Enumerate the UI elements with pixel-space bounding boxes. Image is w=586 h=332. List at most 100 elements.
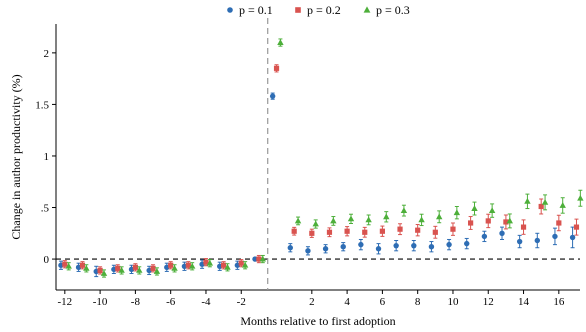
data-point bbox=[269, 93, 276, 99]
data-point bbox=[150, 265, 156, 271]
data-point bbox=[481, 233, 488, 240]
y-tick-label: 2 bbox=[44, 48, 50, 60]
y-tick-label: .5 bbox=[41, 203, 50, 215]
data-point bbox=[453, 209, 461, 216]
x-tick-label: 14 bbox=[518, 296, 530, 308]
y-tick-label: 1 bbox=[44, 151, 50, 163]
data-point bbox=[259, 255, 266, 262]
data-point bbox=[294, 217, 302, 224]
data-point bbox=[411, 242, 417, 249]
x-axis-label: Months relative to first adoption bbox=[240, 314, 395, 328]
y-tick-label: 0 bbox=[44, 254, 50, 266]
data-point bbox=[450, 226, 456, 232]
data-point bbox=[471, 205, 478, 211]
data-point bbox=[97, 267, 103, 274]
data-point bbox=[520, 224, 527, 230]
x-tick-label: 6 bbox=[380, 296, 386, 308]
data-point bbox=[322, 246, 329, 252]
data-point bbox=[241, 261, 249, 268]
data-point bbox=[326, 229, 333, 235]
data-point bbox=[153, 268, 161, 274]
data-point bbox=[273, 65, 280, 71]
data-point bbox=[115, 265, 121, 271]
data-point bbox=[573, 224, 580, 230]
data-point bbox=[499, 230, 505, 236]
series-3 bbox=[65, 38, 584, 278]
data-point bbox=[464, 240, 470, 247]
data-point bbox=[287, 245, 294, 251]
x-tick-label: -6 bbox=[166, 296, 176, 308]
reference-lines bbox=[56, 18, 580, 290]
data-point bbox=[432, 229, 438, 235]
data-point bbox=[534, 237, 541, 244]
legend: p = 0.1 p = 0.2 p = 0.3 bbox=[227, 3, 410, 17]
data-point bbox=[556, 220, 562, 226]
data-point bbox=[79, 262, 86, 268]
data-marks bbox=[58, 38, 584, 278]
data-point bbox=[65, 262, 72, 269]
x-tick-label: -2 bbox=[237, 296, 246, 308]
data-point bbox=[171, 264, 178, 271]
data-point bbox=[168, 262, 174, 268]
data-point bbox=[358, 241, 364, 248]
data-point bbox=[185, 262, 191, 268]
data-point bbox=[344, 228, 350, 234]
x-tick-label: -8 bbox=[131, 296, 141, 308]
legend-label: p = 0.3 bbox=[376, 3, 410, 17]
data-point bbox=[379, 228, 385, 234]
data-point bbox=[224, 263, 231, 270]
legend-marker bbox=[295, 7, 301, 13]
axes: 0 .5 1 1.5 2 -12 -10 -8 -6 -4 -2 2 4 6 8 10 12 14 16 bbox=[35, 24, 580, 308]
data-point bbox=[365, 216, 372, 223]
data-point bbox=[62, 261, 68, 267]
legend-label: p = 0.1 bbox=[239, 3, 273, 17]
data-point bbox=[340, 243, 346, 250]
data-point bbox=[221, 262, 227, 268]
data-point bbox=[203, 259, 209, 265]
data-point bbox=[238, 260, 244, 266]
data-point bbox=[524, 197, 531, 204]
data-point bbox=[189, 262, 196, 269]
data-point bbox=[418, 216, 425, 223]
data-point bbox=[577, 194, 584, 201]
data-point bbox=[400, 207, 408, 214]
data-point bbox=[485, 218, 491, 224]
data-point bbox=[312, 220, 319, 227]
series-2 bbox=[62, 64, 580, 275]
data-point bbox=[206, 259, 214, 266]
data-point bbox=[375, 246, 382, 252]
data-point bbox=[277, 39, 284, 45]
data-point bbox=[559, 202, 566, 208]
series-1 bbox=[58, 92, 576, 278]
y-axis-label: Change in author productivity (%) bbox=[9, 74, 23, 239]
data-point bbox=[256, 256, 262, 262]
x-tick-label: -4 bbox=[201, 296, 211, 308]
data-point bbox=[538, 203, 544, 210]
x-tick-label: 12 bbox=[483, 296, 494, 308]
data-point bbox=[488, 207, 496, 214]
data-point bbox=[506, 217, 513, 224]
data-point bbox=[100, 270, 108, 276]
legend-label: p = 0.2 bbox=[307, 3, 341, 17]
data-point bbox=[305, 248, 311, 254]
data-point bbox=[415, 227, 421, 233]
x-tick-label: 8 bbox=[415, 296, 421, 308]
data-point bbox=[503, 219, 509, 225]
data-point bbox=[347, 215, 355, 222]
data-point bbox=[132, 264, 138, 270]
x-tick-label: 2 bbox=[309, 296, 315, 308]
x-tick-label: -10 bbox=[93, 296, 108, 308]
data-point bbox=[118, 267, 125, 273]
legend-marker bbox=[227, 7, 233, 13]
data-point bbox=[428, 243, 435, 250]
data-point bbox=[446, 241, 452, 248]
data-point bbox=[393, 242, 399, 249]
data-point bbox=[330, 217, 337, 224]
data-point bbox=[383, 213, 390, 220]
x-tick-label: -12 bbox=[57, 296, 72, 308]
data-point bbox=[291, 228, 297, 234]
legend-marker bbox=[363, 6, 371, 13]
data-point bbox=[309, 230, 315, 236]
data-point bbox=[468, 220, 474, 226]
